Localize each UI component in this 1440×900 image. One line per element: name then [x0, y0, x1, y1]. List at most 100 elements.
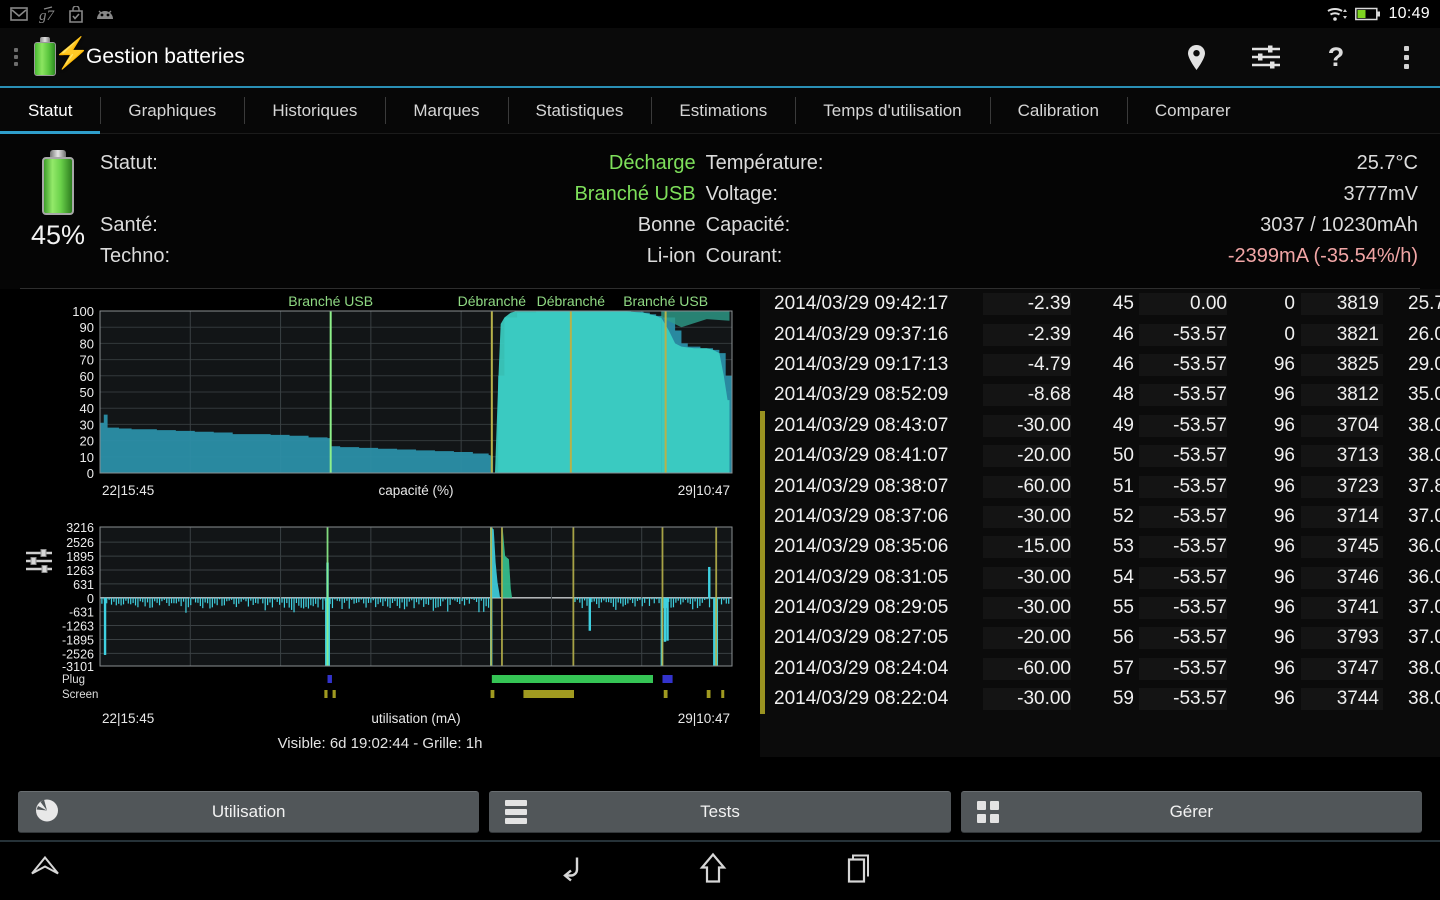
- cell-current: -15.00: [983, 536, 1071, 559]
- tab-calibration[interactable]: Calibration: [989, 88, 1127, 133]
- table-row[interactable]: 2014/03/29 08:24:04 -60.00 57 -53.57 96 3747 3…: [760, 653, 1440, 685]
- cell-percent-per-hour: -53.57: [1139, 657, 1227, 680]
- tab-marques[interactable]: Marques: [385, 88, 507, 133]
- row-event-marker: [760, 440, 765, 472]
- tests-button-label: Tests: [700, 801, 740, 821]
- summary-spacer: [823, 241, 1227, 272]
- cell-millivolts: 3741: [1301, 597, 1383, 620]
- gerer-button-label: Gérer: [1169, 801, 1214, 821]
- app-action-bar: ⚡ Gestion batteries ?: [0, 28, 1440, 88]
- bottom-button-bar: Utilisation Tests Gérer: [0, 783, 1440, 840]
- cell-percent-per-hour: 0.00: [1139, 293, 1227, 316]
- cell-millivolts: 3819: [1301, 293, 1383, 316]
- cell-millivolts: 3746: [1301, 566, 1383, 589]
- tab-statistiques[interactable]: Statistiques: [507, 88, 652, 133]
- cell-date: 2014/03/29 08:22:04: [774, 688, 949, 710]
- table-row[interactable]: 2014/03/29 08:52:09 -8.68 48 -53.57 96 3812 35…: [760, 380, 1440, 410]
- cell-level: 46: [1112, 323, 1134, 345]
- tab-estimations[interactable]: Estimations: [651, 88, 795, 133]
- chart-settings-sliders-icon[interactable]: [22, 544, 56, 578]
- utilisation-button-label: Utilisation: [211, 801, 286, 821]
- tab-historiques[interactable]: Historiques: [244, 88, 385, 133]
- tab-graphiques[interactable]: Graphiques: [100, 88, 244, 133]
- gerer-button[interactable]: Gérer: [960, 790, 1422, 833]
- svg-text:70: 70: [80, 353, 94, 368]
- recents-icon[interactable]: [843, 852, 875, 891]
- summary-label-right: Capacité:: [705, 214, 791, 236]
- cell-level: 51: [1112, 475, 1134, 497]
- table-row[interactable]: 2014/03/29 08:31:05 -30.00 54 -53.57 96 3746 3…: [760, 562, 1440, 593]
- summary-spacer: [170, 210, 574, 241]
- back-icon[interactable]: [555, 852, 589, 891]
- cell-temperature: 25.7: [1408, 293, 1440, 315]
- drawer-grip-icon[interactable]: [8, 48, 24, 66]
- svg-text:29|10:47: 29|10:47: [678, 711, 730, 726]
- location-pin-icon[interactable]: [1180, 37, 1212, 77]
- summary-value-right: 25.7°C: [1356, 152, 1418, 174]
- table-row[interactable]: 2014/03/29 08:43:07 -30.00 49 -53.57 96 3704 3…: [760, 410, 1440, 441]
- cell-date: 2014/03/29 09:42:17: [774, 293, 949, 315]
- cell-screen: 96: [1273, 445, 1295, 467]
- help-icon[interactable]: ?: [1327, 41, 1345, 72]
- cell-date: 2014/03/29 08:37:06: [774, 505, 949, 527]
- summary-label-right: Voltage:: [705, 183, 778, 205]
- table-row[interactable]: 2014/03/29 08:41:07 -20.00 50 -53.57 96 3713 3…: [760, 440, 1440, 472]
- cell-current: -30.00: [983, 414, 1071, 437]
- svg-text:30: 30: [80, 417, 94, 432]
- cell-screen: 96: [1273, 657, 1295, 679]
- cell-current: -20.00: [983, 445, 1071, 468]
- tab-label: Historiques: [272, 100, 358, 120]
- current-chart[interactable]: 3216 2526 1895 1263 631 0 -631 -1263 -1895 -2526-…: [0, 513, 760, 728]
- cell-millivolts: 3812: [1301, 384, 1383, 407]
- tests-button[interactable]: Tests: [489, 790, 951, 833]
- history-table[interactable]: 2014/03/29 09:42:17 -2.39 45 0.00 0 3819 25.7 2…: [760, 289, 1440, 757]
- tab-temps-d-utilisation[interactable]: Temps d'utilisation: [795, 88, 989, 133]
- music-note-icon: g7: [39, 5, 56, 23]
- tab-comparer[interactable]: Comparer: [1126, 88, 1259, 133]
- summary-label-left: Santé:: [100, 214, 158, 236]
- capacity-chart[interactable]: 0 10 20 30 40 50 60 70 80 90 100 Branché USB Débranc…: [0, 293, 760, 509]
- cell-percent-per-hour: -53.57: [1139, 414, 1227, 437]
- cell-level: 49: [1112, 414, 1134, 436]
- summary-spacer: [170, 241, 574, 272]
- home-icon[interactable]: [698, 852, 728, 891]
- table-row[interactable]: 2014/03/29 08:22:04 -30.00 59 -53.57 96 3744 3…: [760, 684, 1440, 715]
- cell-screen: 96: [1273, 353, 1295, 375]
- table-row[interactable]: 2014/03/29 08:29:05 -30.00 55 -53.57 96 3741 3…: [760, 592, 1440, 624]
- sliders-icon[interactable]: [1250, 37, 1282, 77]
- table-row[interactable]: 2014/03/29 08:27:05 -20.00 56 -53.57 96 3793 3…: [760, 623, 1440, 654]
- utilisation-button[interactable]: Utilisation: [18, 790, 480, 833]
- home-chevron-icon[interactable]: [26, 854, 64, 889]
- cell-percent-per-hour: -53.57: [1139, 384, 1227, 407]
- svg-text:20: 20: [80, 434, 94, 449]
- table-row[interactable]: 2014/03/29 09:17:13 -4.79 46 -53.57 96 3825 29…: [760, 350, 1440, 380]
- overflow-menu-icon[interactable]: [1390, 37, 1422, 77]
- graph-range-label: Visible: 6d 19:02:44 - Grille: 1h: [277, 735, 483, 752]
- charging-area: [495, 311, 662, 473]
- battery-summary-panel: 45% Statut: Décharge Température: 25.7°C Bra…: [0, 134, 1440, 289]
- svg-text:Plug: Plug: [62, 674, 85, 686]
- cell-date: 2014/03/29 08:27:05: [774, 627, 949, 649]
- table-row[interactable]: 2014/03/29 08:35:06 -15.00 53 -53.57 96 3745 3…: [760, 532, 1440, 563]
- table-row[interactable]: 2014/03/29 08:38:07 -60.00 51 -53.57 96 3723 3…: [760, 471, 1440, 502]
- battery-icon: [1355, 7, 1381, 21]
- svg-text:-1263: -1263: [62, 620, 94, 634]
- svg-text:1895: 1895: [66, 550, 94, 564]
- cell-screen: 0: [1284, 323, 1295, 345]
- svg-text:Screen: Screen: [62, 689, 98, 701]
- cell-millivolts: 3747: [1301, 657, 1383, 680]
- table-row[interactable]: 2014/03/29 08:37:06 -30.00 52 -53.57 96 3714 3…: [760, 501, 1440, 533]
- svg-text:3216: 3216: [66, 521, 94, 535]
- cell-percent-per-hour: -53.57: [1139, 627, 1227, 650]
- svg-text:g7: g7: [39, 8, 56, 23]
- battery-graphic-icon: [36, 150, 80, 216]
- list-icon: [505, 799, 528, 824]
- table-row[interactable]: 2014/03/29 09:37:16 -2.39 46 -53.57 0 3821 26.…: [760, 319, 1440, 349]
- table-row[interactable]: 2014/03/29 09:42:17 -2.39 45 0.00 0 3819 25.7: [760, 289, 1440, 319]
- cell-temperature: 37.0: [1408, 505, 1440, 527]
- cell-millivolts: 3713: [1301, 445, 1383, 468]
- tab-statut[interactable]: Statut: [0, 88, 101, 134]
- cell-temperature: 36.0: [1408, 536, 1440, 558]
- cell-current: -30.00: [983, 566, 1071, 589]
